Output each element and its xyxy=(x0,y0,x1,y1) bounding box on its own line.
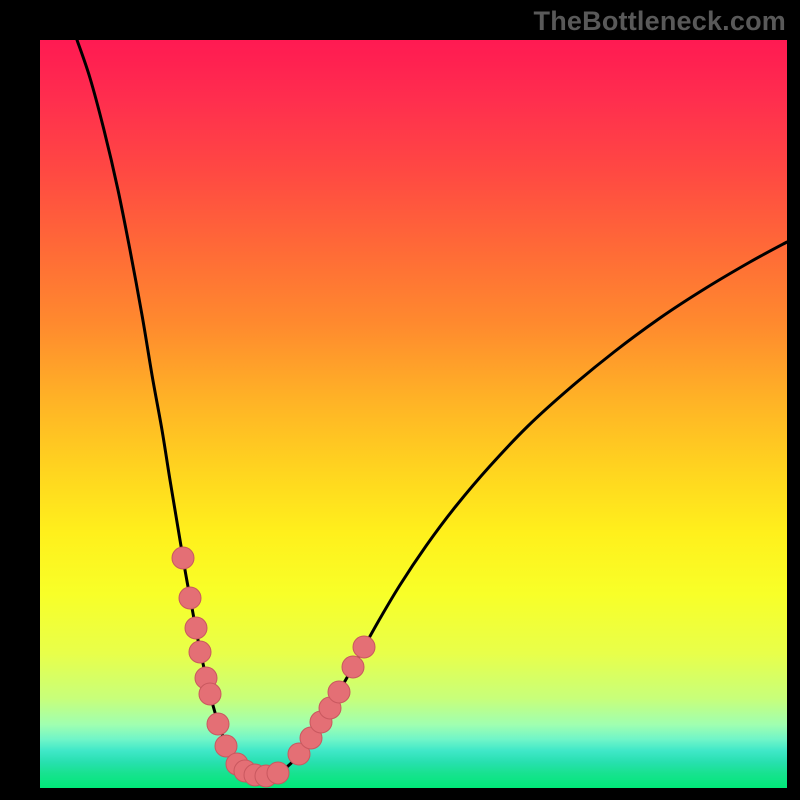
data-marker xyxy=(172,547,194,569)
data-marker xyxy=(267,762,289,784)
data-marker xyxy=(185,617,207,639)
chart-svg xyxy=(40,40,787,788)
bottleneck-curve xyxy=(77,40,787,776)
data-marker xyxy=(199,683,221,705)
data-marker xyxy=(189,641,211,663)
watermark-text: TheBottleneck.com xyxy=(534,6,786,37)
data-marker xyxy=(179,587,201,609)
data-marker xyxy=(328,681,350,703)
data-marker xyxy=(342,656,364,678)
data-marker xyxy=(207,713,229,735)
chart-frame: TheBottleneck.com xyxy=(0,0,800,800)
plot-area xyxy=(40,40,787,788)
data-marker xyxy=(353,636,375,658)
